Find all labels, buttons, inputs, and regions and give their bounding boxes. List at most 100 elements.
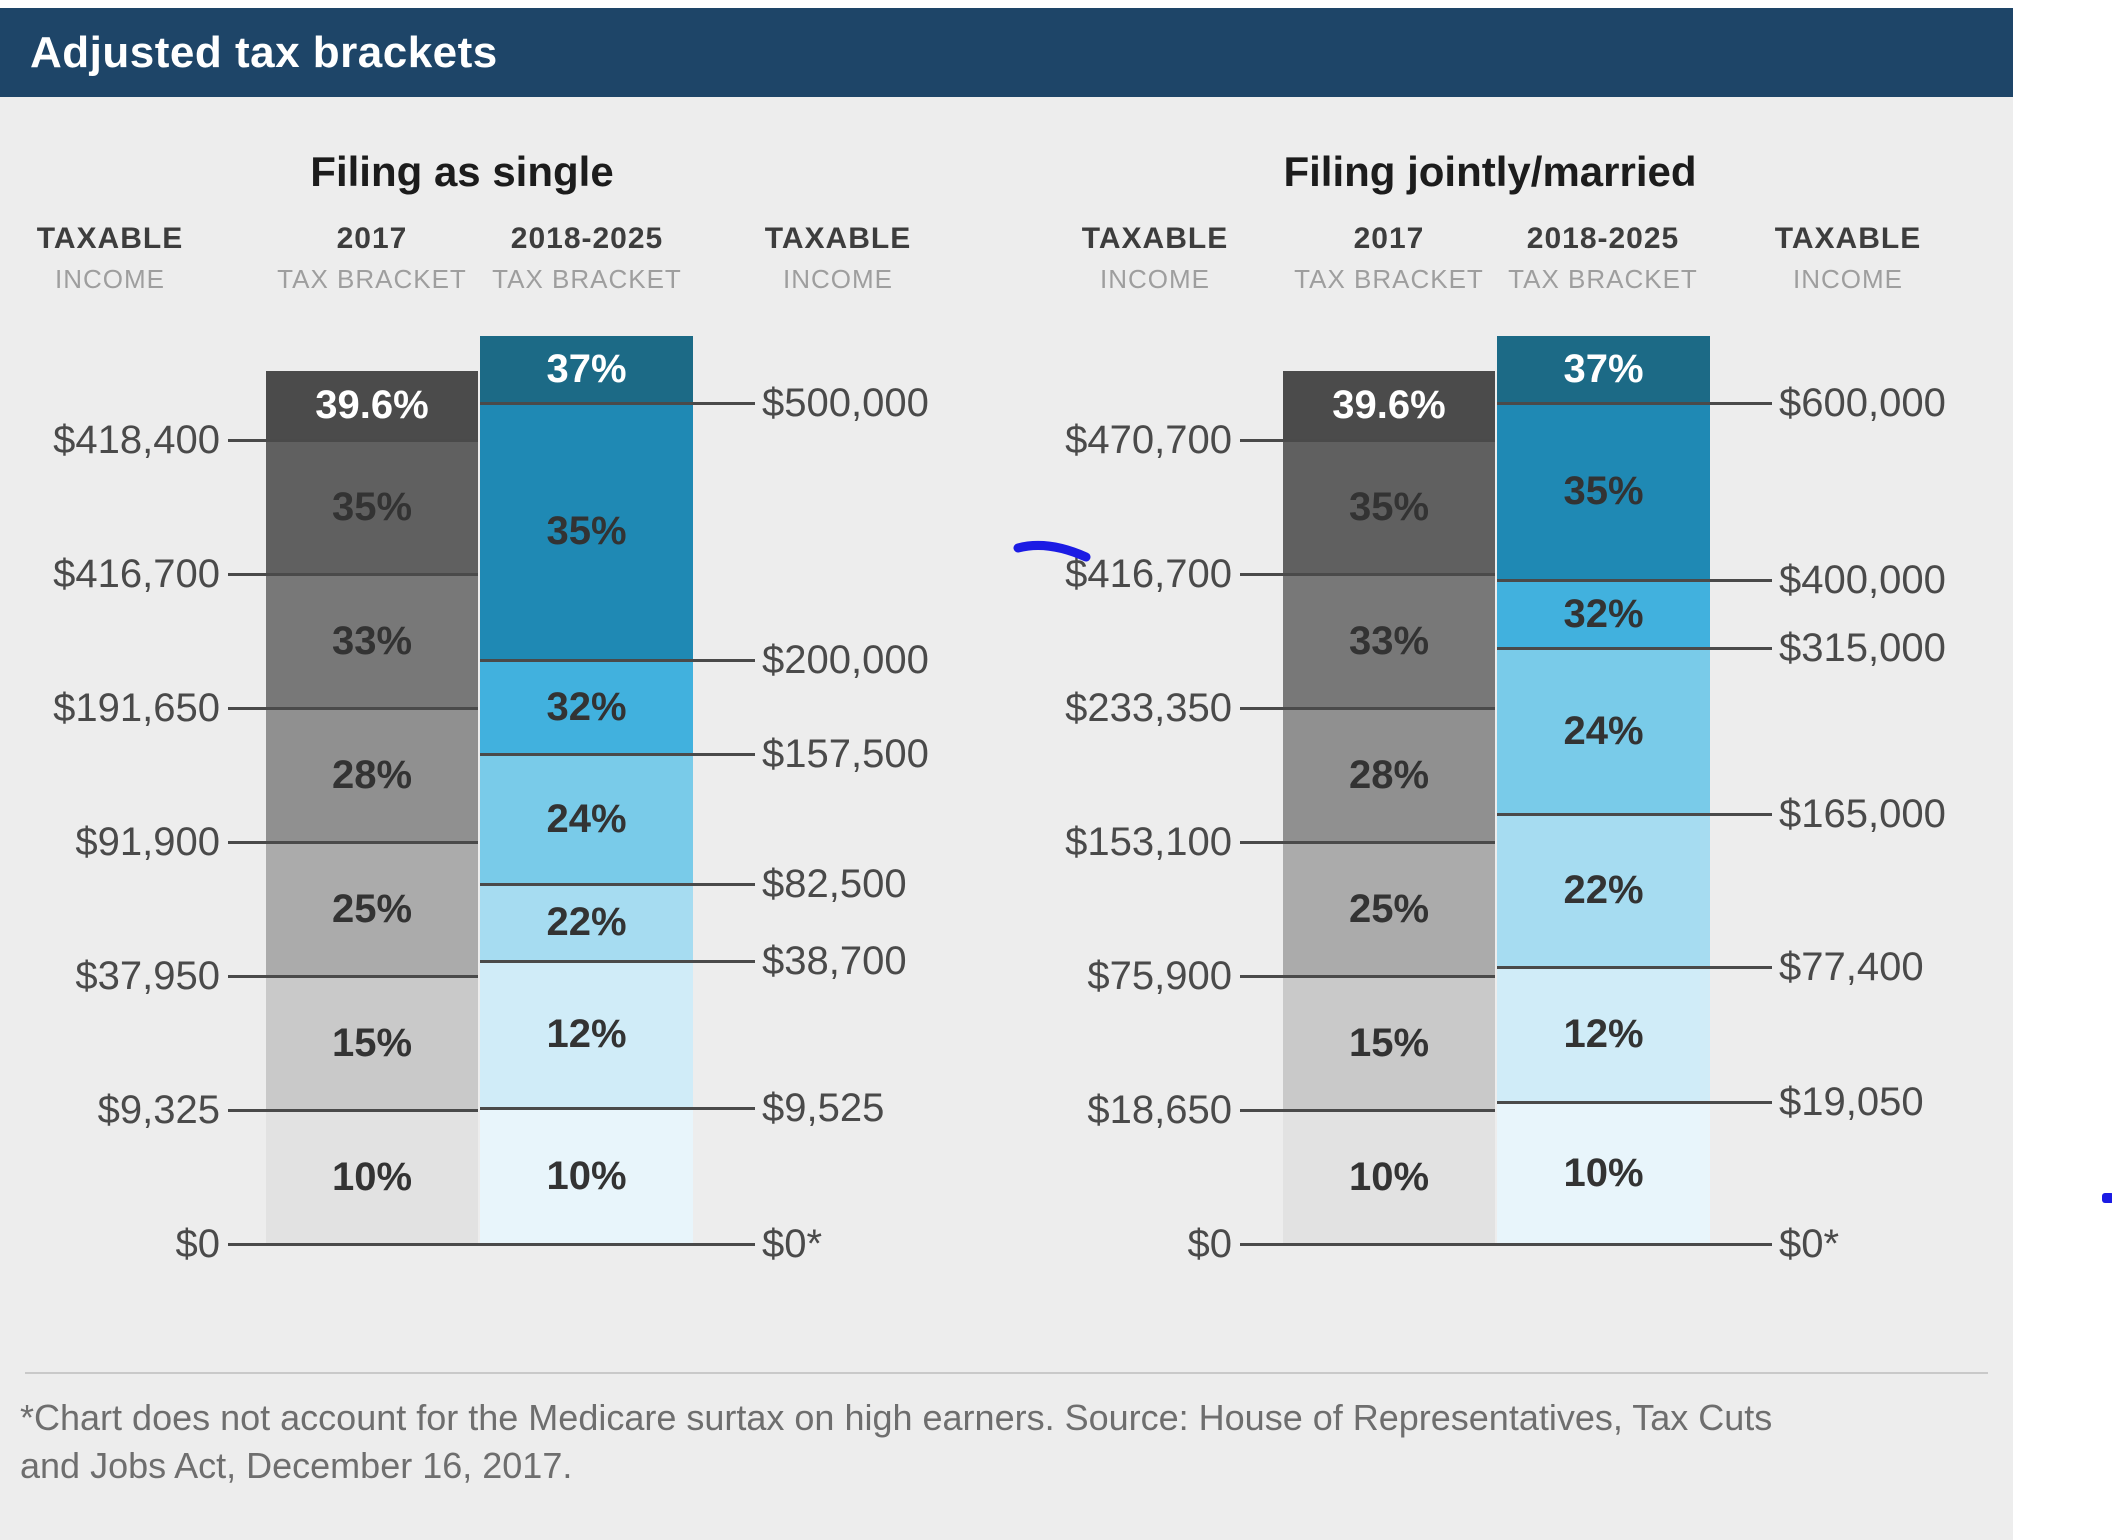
baseline-label-left-0: $0: [175, 1222, 221, 1266]
income-label-left-$191,650: $191,650: [53, 686, 220, 730]
chart-title-0: Filing as single: [310, 148, 614, 195]
tick-left-$233,350: [1240, 707, 1495, 710]
tick-right-$38,700: [480, 960, 755, 963]
baseline-label-left-1: $0: [1187, 1222, 1233, 1266]
bar-2018-2025-1-segment-10%: 10%: [1497, 1102, 1710, 1244]
column-subheader-0-0: INCOME: [55, 264, 165, 294]
tick-right-$82,500: [480, 883, 755, 886]
bar-2017-1-segment-15%: 15%: [1283, 976, 1495, 1110]
bar-2018-2025-1-segment-22%: 22%: [1497, 814, 1710, 967]
income-label-right-$77,400: $77,400: [1779, 945, 1924, 989]
tick-left-$9,325: [228, 1109, 478, 1112]
bar-2018-2025-0-segment-12%: 12%: [480, 961, 693, 1108]
income-label-left-$233,350: $233,350: [1065, 686, 1232, 730]
bar-2017-0-segment-28%: 28%: [266, 708, 478, 842]
income-label-left-$37,950: $37,950: [75, 954, 220, 998]
footnote-divider: [25, 1372, 1988, 1374]
income-label-right-$600,000: $600,000: [1779, 381, 1946, 425]
income-label-right-$19,050: $19,050: [1779, 1080, 1924, 1124]
column-subheader-0-2: TAX BRACKET: [492, 264, 682, 294]
tick-left-$191,650: [228, 707, 478, 710]
bar-2017-1-segment-28%: 28%: [1283, 708, 1495, 842]
income-label-left-$416,700: $416,700: [1065, 552, 1232, 596]
income-label-right-$315,000: $315,000: [1779, 626, 1946, 670]
chart-panel: Adjusted tax brackets Filing as single TA…: [0, 8, 2013, 1540]
bar-2017-0-segment-10%: 10%: [266, 1110, 478, 1244]
column-header-0-3: TAXABLE: [764, 222, 912, 255]
page-title: Adjusted tax brackets: [30, 27, 498, 77]
income-label-left-$75,900: $75,900: [1087, 954, 1232, 998]
column-header-0-0: TAXABLE: [36, 222, 184, 255]
bar-2018-2025-0: 37% 35% 32% 24% 22% 12% 10%: [480, 336, 693, 1244]
bar-2017-1-segment-25%: 25%: [1283, 842, 1495, 976]
income-label-right-$500,000: $500,000: [762, 381, 929, 425]
bar-2017-1-segment-10%: 10%: [1283, 1110, 1495, 1244]
bar-2018-2025-1-segment-24%: 24%: [1497, 648, 1710, 814]
column-header-1-0: TAXABLE: [1081, 222, 1229, 255]
bar-2017-0-segment-25%: 25%: [266, 842, 478, 976]
bar-2017-0: 39.6% 35% 33% 28% 25% 15% 10%: [266, 371, 478, 1244]
tick-left-$416,700: [1240, 573, 1495, 576]
title-bar: Adjusted tax brackets: [0, 8, 2013, 97]
footnote-line-1: *Chart does not account for the Medicare…: [20, 1397, 1773, 1438]
pen-dot-mark: [2102, 1193, 2112, 1203]
income-label-right-$200,000: $200,000: [762, 638, 929, 682]
bar-2018-2025-0-segment-37%: 37%: [480, 336, 693, 403]
baseline-label-right-1: $0*: [1779, 1222, 1840, 1266]
income-label-right-$82,500: $82,500: [762, 862, 907, 906]
bar-2018-2025-0-segment-10%: 10%: [480, 1108, 693, 1244]
column-subheader-0-3: INCOME: [783, 264, 893, 294]
tick-right-$600,000: [1497, 402, 1772, 405]
tick-left-$75,900: [1240, 975, 1495, 978]
tick-left-$37,950: [228, 975, 478, 978]
tick-left-$91,900: [228, 841, 478, 844]
column-header-0-2: 2018-2025: [510, 222, 664, 255]
baseline-label-right-0: $0*: [762, 1222, 823, 1266]
tick-left-$153,100: [1240, 841, 1495, 844]
bar-2018-2025-1: 37% 35% 32% 24% 22% 12% 10%: [1497, 336, 1710, 1244]
column-subheader-1-1: TAX BRACKET: [1294, 264, 1484, 294]
tick-right-$400,000: [1497, 579, 1772, 582]
bar-2017-1-segment-33%: 33%: [1283, 574, 1495, 708]
income-label-right-$9,525: $9,525: [762, 1086, 885, 1130]
tick-right-$157,500: [480, 753, 755, 756]
tick-right-$200,000: [480, 659, 755, 662]
column-header-0-1: 2017: [336, 222, 408, 255]
baseline-0: [228, 1243, 755, 1246]
tick-left-$416,700: [228, 573, 478, 576]
column-subheader-1-3: INCOME: [1793, 264, 1903, 294]
income-label-left-$416,700: $416,700: [53, 552, 220, 596]
baseline-1: [1240, 1243, 1772, 1246]
bar-2017-0-segment-35%: 35%: [266, 440, 478, 574]
income-label-left-$9,325: $9,325: [97, 1088, 220, 1132]
income-label-right-$157,500: $157,500: [762, 732, 929, 776]
bar-2018-2025-0-segment-24%: 24%: [480, 754, 693, 884]
income-label-right-$38,700: $38,700: [762, 939, 907, 983]
bar-2017-1-segment-39.6%: 39.6%: [1283, 371, 1495, 440]
bar-2018-2025-1-segment-12%: 12%: [1497, 967, 1710, 1102]
column-header-1-3: TAXABLE: [1774, 222, 1922, 255]
income-label-left-$18,650: $18,650: [1087, 1088, 1232, 1132]
bar-2018-2025-0-segment-35%: 35%: [480, 403, 693, 660]
tick-right-$165,000: [1497, 813, 1772, 816]
income-label-left-$418,400: $418,400: [53, 418, 220, 462]
bar-2017-0-segment-33%: 33%: [266, 574, 478, 708]
bar-2018-2025-1-segment-32%: 32%: [1497, 580, 1710, 648]
bar-2017-1-segment-35%: 35%: [1283, 440, 1495, 574]
tick-right-$77,400: [1497, 966, 1772, 969]
tick-left-$418,400: [228, 439, 478, 442]
chart-title-1: Filing jointly/married: [1283, 148, 1697, 195]
column-subheader-1-0: INCOME: [1100, 264, 1210, 294]
income-label-right-$165,000: $165,000: [1779, 792, 1946, 836]
tick-right-$500,000: [480, 402, 755, 405]
bar-2018-2025-1-segment-37%: 37%: [1497, 336, 1710, 403]
footnote: *Chart does not account for the Medicare…: [20, 1394, 1995, 1490]
tick-left-$470,700: [1240, 439, 1495, 442]
income-label-left-$153,100: $153,100: [1065, 820, 1232, 864]
income-label-left-$470,700: $470,700: [1065, 418, 1232, 462]
column-subheader-1-2: TAX BRACKET: [1508, 264, 1698, 294]
column-subheader-0-1: TAX BRACKET: [277, 264, 467, 294]
tick-right-$315,000: [1497, 647, 1772, 650]
tick-right-$19,050: [1497, 1101, 1772, 1104]
